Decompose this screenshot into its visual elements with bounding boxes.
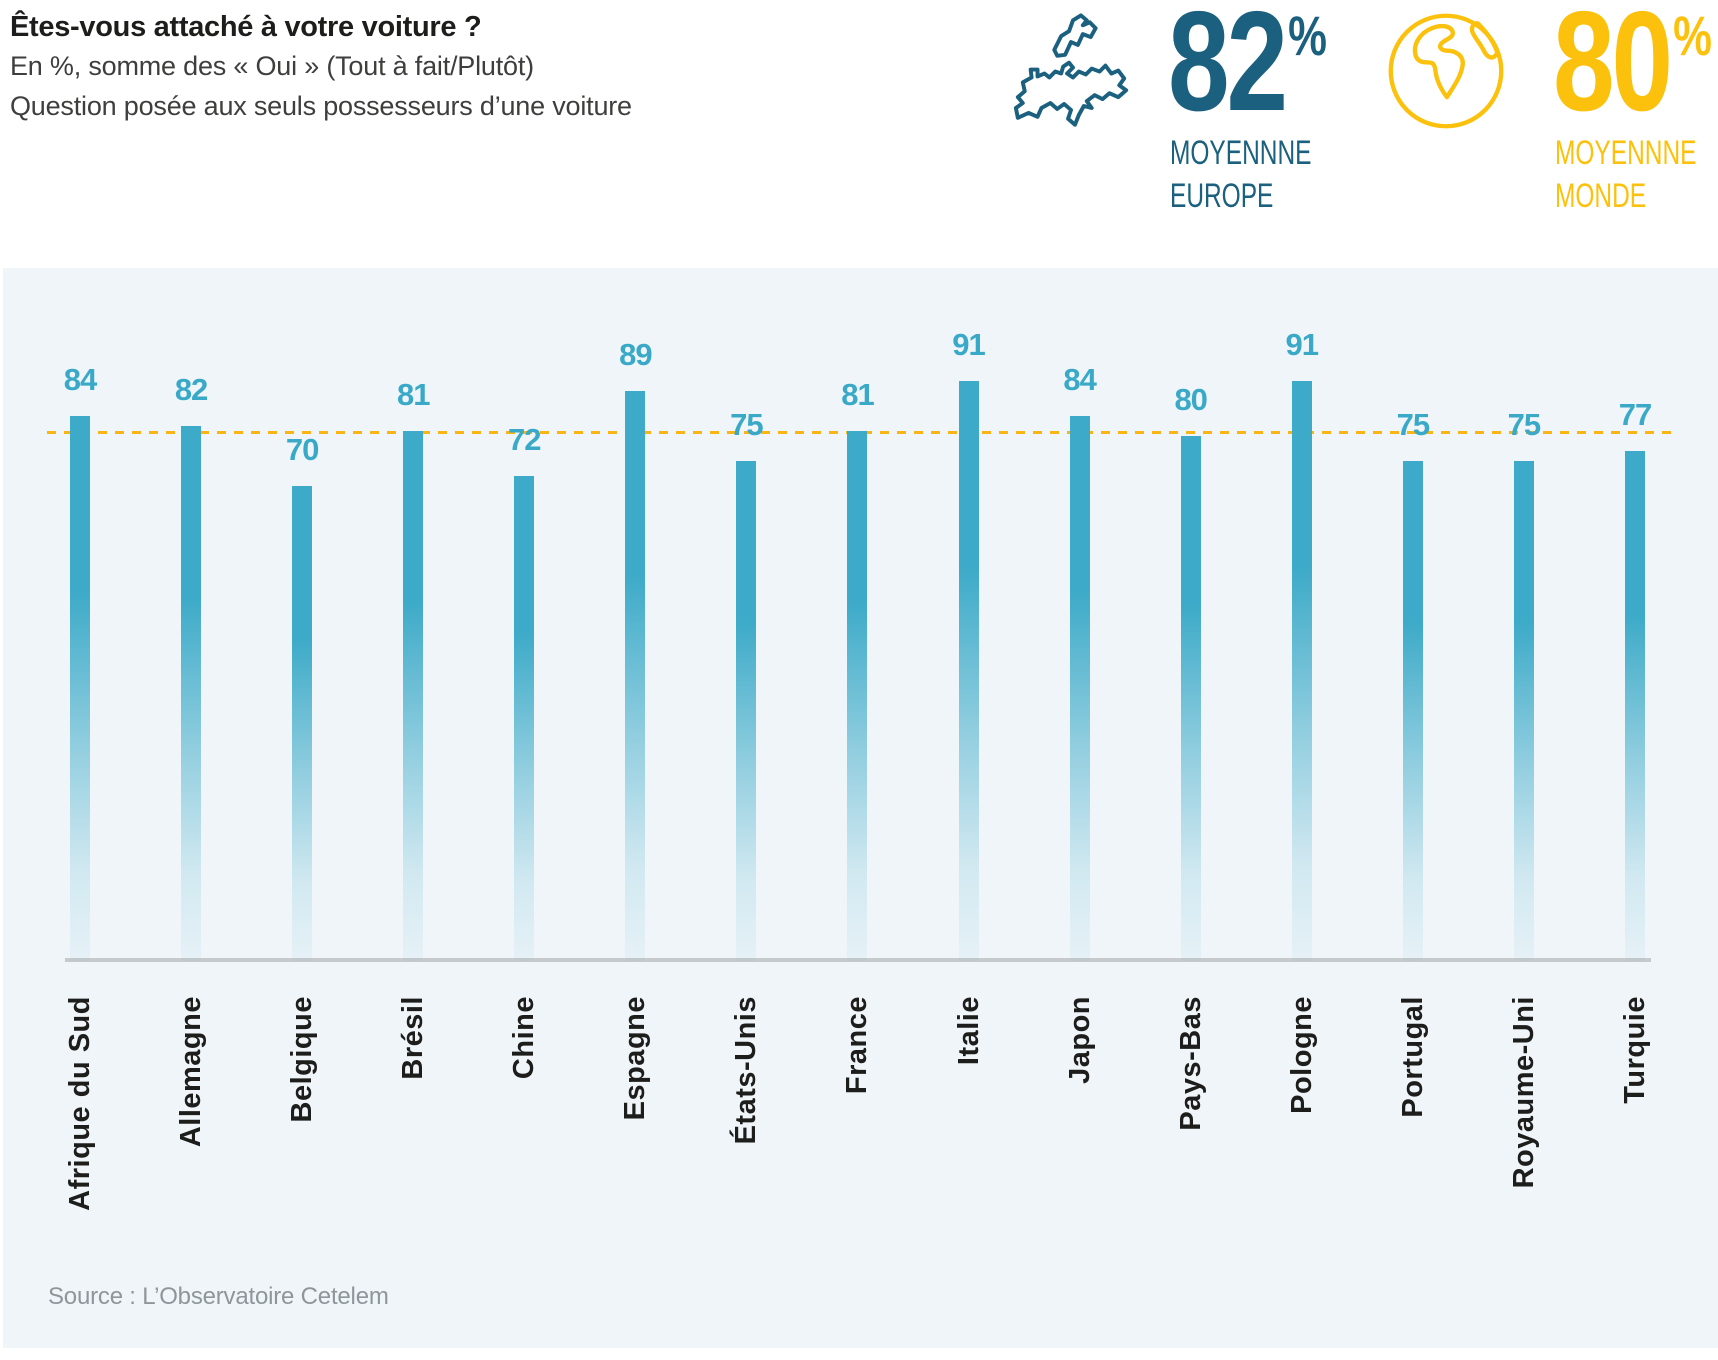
bar xyxy=(1624,451,1645,961)
europe-average-number: 82 xyxy=(1168,0,1288,141)
x-axis-label-text: Allemagne xyxy=(175,996,208,1148)
bar xyxy=(1513,461,1534,961)
bar-value-label: 89 xyxy=(619,337,652,372)
bar-value-label: 70 xyxy=(285,432,319,467)
x-axis-label-text: Portugal xyxy=(1396,996,1429,1118)
chart-subtitle: En %, somme des « Oui » (Tout à fait/Plu… xyxy=(10,51,534,81)
bar-column-Belgique: 70 xyxy=(247,268,357,961)
x-axis-label-text: Turquie xyxy=(1618,996,1651,1104)
source-text: Source : L’Observatoire Cetelem xyxy=(48,1283,389,1310)
bar xyxy=(1402,461,1423,961)
bar-value-label: 81 xyxy=(841,377,874,412)
bar xyxy=(736,461,757,961)
bar-value-label: 81 xyxy=(396,377,430,412)
header: Êtes-vous attaché à votre voiture ? En %… xyxy=(10,8,632,126)
x-axis-label-text: Brésil xyxy=(397,996,430,1080)
x-axis-label-text: Pays-Bas xyxy=(1174,996,1207,1131)
chart-panel: 84 Afrique du Sud 82 Allemagne 70 Belgique 81 B… xyxy=(3,268,1718,1348)
x-axis-label-Royaume-Uni: Royaume-Uni xyxy=(1469,996,1579,1360)
x-axis-label-text: Italie xyxy=(952,996,985,1066)
bar-column-Pologne: 91 xyxy=(1247,268,1357,961)
x-axis-label-text: Chine xyxy=(508,996,541,1080)
bar-column-Italie: 91 xyxy=(914,268,1024,961)
bar-value-label: 75 xyxy=(730,407,763,442)
bar xyxy=(514,476,535,961)
x-axis-label-Italie: Italie xyxy=(914,996,1024,1360)
bar-column-Afrique du Sud: 84 xyxy=(25,268,135,961)
x-axis-label-Espagne: Espagne xyxy=(580,996,690,1360)
x-axis-label-text: Royaume-Uni xyxy=(1507,996,1540,1189)
globe-icon xyxy=(1383,8,1509,139)
bar-value-label: 84 xyxy=(1063,362,1096,397)
x-axis-label-text: Japon xyxy=(1063,996,1096,1084)
bar-value-label: 80 xyxy=(1174,382,1207,417)
x-axis-label-text: Belgique xyxy=(286,996,319,1123)
bar-column-Portugal: 75 xyxy=(1358,268,1468,961)
bar-value-label: 84 xyxy=(63,362,97,397)
x-axis-label-text: Espagne xyxy=(619,996,652,1121)
bar-value-label: 91 xyxy=(952,327,985,362)
x-axis-label-Pays-Bas: Pays-Bas xyxy=(1136,996,1246,1360)
europe-average-label: MOYENNNE EUROPE xyxy=(1170,134,1312,215)
monde-average-number: 80 xyxy=(1553,0,1673,141)
bar xyxy=(847,431,868,961)
x-axis-label-text: France xyxy=(841,996,874,1095)
bar-column-Brésil: 81 xyxy=(358,268,468,961)
monde-average-label: MOYENNNE MONDE xyxy=(1555,134,1697,215)
x-axis-label-Chine: Chine xyxy=(469,996,579,1360)
bar xyxy=(292,486,313,961)
bar-value-label: 72 xyxy=(508,422,541,457)
x-axis-label-France: France xyxy=(802,996,912,1360)
bar-column-Espagne: 89 xyxy=(580,268,690,961)
x-axis-label-Pologne: Pologne xyxy=(1247,996,1357,1360)
bar-column-Allemagne: 82 xyxy=(136,268,246,961)
bar xyxy=(181,426,202,961)
bar xyxy=(625,391,646,961)
bar-value-label: 75 xyxy=(1507,407,1541,442)
bar xyxy=(70,416,90,961)
x-axis-label-text: Pologne xyxy=(1285,996,1318,1114)
europe-map-icon xyxy=(1008,8,1136,145)
bar-column-Japon: 84 xyxy=(1025,268,1135,961)
europe-average-unit: % xyxy=(1288,4,1327,67)
bar-value-label: 75 xyxy=(1396,407,1430,442)
bar-value-label: 77 xyxy=(1618,397,1652,432)
x-axis-label-Turquie: Turquie xyxy=(1580,996,1690,1360)
monde-average-value: 80% xyxy=(1553,0,1718,133)
x-axis-label-text: États-Unis xyxy=(730,996,763,1145)
bar xyxy=(1291,381,1312,961)
x-axis-label-text: Afrique du Sud xyxy=(64,996,96,1211)
bar xyxy=(1069,416,1090,961)
chart-title: Êtes-vous attaché à votre voiture ? xyxy=(10,11,482,43)
bar xyxy=(958,381,979,961)
bar xyxy=(403,431,424,961)
x-axis-label-Japon: Japon xyxy=(1025,996,1135,1360)
bar xyxy=(1180,436,1201,961)
x-axis-label-Portugal: Portugal xyxy=(1358,996,1468,1360)
bar-column-États-Unis: 75 xyxy=(691,268,801,961)
europe-average-value: 82% xyxy=(1168,0,1372,133)
bar-column-France: 81 xyxy=(802,268,912,961)
bar-column-Turquie: 77 xyxy=(1580,268,1690,961)
bar-value-label: 82 xyxy=(174,372,208,407)
bar-column-Royaume-Uni: 75 xyxy=(1469,268,1579,961)
chart-note: Question posée aux seuls possesseurs d’u… xyxy=(10,91,632,121)
x-axis-label-États-Unis: États-Unis xyxy=(691,996,801,1360)
bar-column-Pays-Bas: 80 xyxy=(1136,268,1246,961)
monde-average-unit: % xyxy=(1673,4,1712,67)
bar-value-label: 91 xyxy=(1285,327,1319,362)
bar-column-Chine: 72 xyxy=(469,268,579,961)
